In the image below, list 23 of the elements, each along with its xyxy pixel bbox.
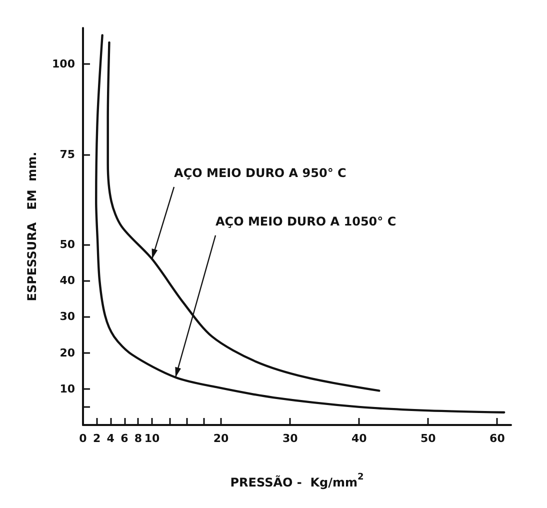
x-tick-label: 40	[351, 432, 368, 445]
y-tick-label: 20	[60, 346, 76, 360]
y-tick-label: 10	[60, 382, 76, 396]
line-series	[95, 34, 506, 414]
y-tick-label: 100	[52, 58, 76, 71]
x-tick-label: 4	[106, 432, 115, 445]
x-tick-label: 0	[79, 432, 88, 445]
x-tick-label: 30	[282, 432, 298, 445]
x-tick-label: 60	[490, 432, 506, 445]
y-tick-label: 40	[60, 274, 76, 288]
line-series	[106, 41, 380, 392]
annotation: AÇO MEIO DURO A 1050° C	[216, 214, 396, 228]
x-tick-label: 20	[213, 432, 230, 445]
y-tick-label: 50	[60, 238, 76, 252]
x-tick-label: 6	[120, 432, 129, 445]
x-tick-label: 8	[134, 432, 142, 445]
y-tick-label: 75	[60, 148, 75, 161]
x-tick-label: 50	[420, 432, 436, 445]
y-tick-label: 30	[60, 310, 76, 324]
x-tick-label: 10	[144, 432, 160, 445]
annotation: AÇO MEIO DURO A 950° C	[174, 166, 347, 180]
y-axis-title: ESPESSURA EM mm.	[25, 152, 39, 302]
x-tick-label: 2	[92, 432, 101, 445]
